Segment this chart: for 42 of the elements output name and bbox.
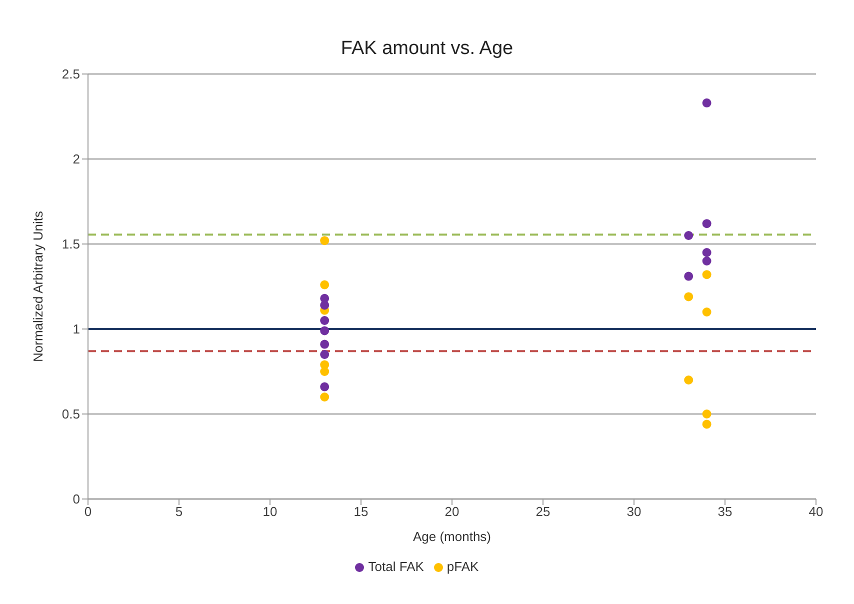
x-tick-label: 35 [718, 504, 732, 520]
y-axis-title: Normalized Arbitrary Units [30, 210, 46, 362]
point [320, 300, 330, 310]
x-tick-label: 30 [626, 504, 642, 520]
point [702, 248, 712, 257]
point [320, 316, 330, 325]
point [702, 308, 712, 316]
point [320, 382, 330, 392]
chart-title: FAK amount vs. Age [340, 38, 514, 60]
point [684, 376, 694, 384]
point [702, 410, 712, 418]
point [684, 231, 694, 240]
y-tick-label: 1 [72, 322, 80, 337]
point [320, 367, 330, 376]
y-tick-label: 0.5 [62, 406, 80, 422]
point [320, 326, 330, 336]
y-tick-label: 1.5 [62, 236, 80, 252]
x-tick-label: 15 [354, 504, 368, 520]
x-tick-label: 10 [262, 504, 278, 520]
legend-label: Total FAK [368, 559, 424, 574]
point [702, 98, 712, 108]
point [684, 272, 694, 281]
point [320, 280, 330, 290]
point [702, 270, 712, 280]
point [702, 219, 712, 228]
point [702, 420, 712, 429]
point [702, 256, 712, 266]
x-tick-label: 20 [444, 504, 460, 520]
point [320, 350, 330, 359]
x-axis-title: Age (months) [412, 529, 492, 544]
x-tick-label: 25 [536, 504, 550, 520]
x-tick-label: 5 [175, 504, 183, 520]
point [320, 340, 330, 349]
point [320, 392, 330, 402]
x-tick-label: 40 [808, 504, 824, 520]
point [684, 292, 694, 302]
y-tick-label: 2 [72, 152, 80, 167]
point [320, 236, 330, 246]
y-tick-label: 2.5 [62, 66, 80, 82]
x-tick-label: 0 [84, 504, 92, 520]
legend-label: pFAK [446, 559, 479, 574]
y-tick-label: 0 [72, 492, 80, 507]
